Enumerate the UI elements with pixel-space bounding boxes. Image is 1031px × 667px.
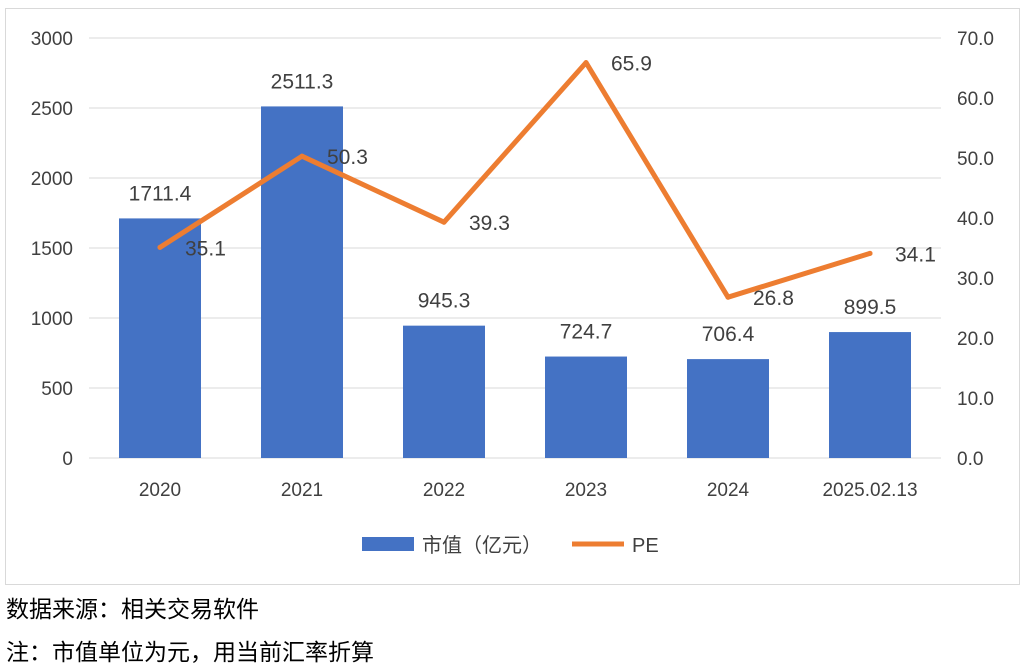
right-axis-tick-label: 60.0 — [957, 89, 994, 110]
bar — [403, 325, 485, 458]
pe-point — [725, 294, 731, 300]
legend-line-label: PE — [632, 535, 659, 557]
legend-bar-swatch — [362, 537, 414, 551]
pe-data-label: 26.8 — [753, 287, 794, 310]
pe-data-label: 35.1 — [185, 237, 226, 260]
pe-point — [299, 153, 305, 159]
bar-data-label: 724.7 — [560, 321, 613, 344]
pe-data-label: 65.9 — [611, 53, 652, 76]
x-axis-tick-label: 2025.02.13 — [822, 480, 917, 501]
x-axis-tick-label: 2022 — [423, 480, 465, 501]
left-axis-tick-label: 3000 — [31, 29, 73, 50]
bar-data-label: 1711.4 — [129, 182, 192, 205]
bar — [687, 359, 769, 458]
pe-line — [157, 60, 873, 300]
right-axis-tick-label: 40.0 — [957, 209, 994, 230]
legend: 市值（亿元） PE — [362, 534, 659, 557]
left-axis-tick-label: 2500 — [31, 99, 73, 120]
bar-data-label: 2511.3 — [271, 70, 334, 93]
source-note: 数据来源：相关交易软件 — [6, 597, 259, 623]
bar — [119, 218, 201, 458]
pe-data-label: 50.3 — [327, 146, 368, 169]
left-axis-tick-label: 1000 — [31, 309, 73, 330]
bar — [829, 332, 911, 458]
left-axis-tick-label: 1500 — [31, 239, 73, 260]
right-axis-tick-label: 70.0 — [957, 29, 994, 50]
pe-point — [157, 244, 163, 250]
bar-data-label: 899.5 — [844, 296, 897, 319]
pe-data-label: 39.3 — [469, 212, 510, 235]
left-axis-tick-label: 0 — [62, 449, 73, 470]
bar — [261, 106, 343, 458]
bar-data-label: 706.4 — [702, 323, 755, 346]
left-axis-tick-label: 2000 — [31, 169, 73, 190]
x-axis-tick-label: 2023 — [565, 480, 607, 501]
right-axis-tick-label: 0.0 — [957, 449, 983, 470]
right-axis-tick-label: 30.0 — [957, 269, 994, 290]
x-axis-tick-label: 2021 — [281, 480, 323, 501]
unit-note: 注：市值单位为元，用当前汇率折算 — [6, 640, 374, 666]
pe-data-label: 34.1 — [895, 243, 936, 266]
x-axis-tick-label: 2024 — [707, 480, 750, 501]
right-axis-tick-label: 20.0 — [957, 329, 994, 350]
x-axis-tick-label: 2020 — [139, 480, 181, 501]
chart: 0 500 1000 1500 2000 2500 3000 0.0 10.0 20.0 30.0 4… — [5, 8, 1020, 585]
bar — [545, 356, 627, 458]
pe-point — [583, 60, 589, 66]
right-axis-tick-label: 10.0 — [957, 389, 994, 410]
pe-point — [441, 219, 447, 225]
left-axis-tick-label: 500 — [41, 379, 73, 400]
right-axis-tick-label: 50.0 — [957, 149, 994, 170]
legend-bar-label: 市值（亿元） — [422, 534, 542, 557]
bar-data-label: 945.3 — [418, 290, 471, 313]
pe-point — [867, 250, 873, 256]
